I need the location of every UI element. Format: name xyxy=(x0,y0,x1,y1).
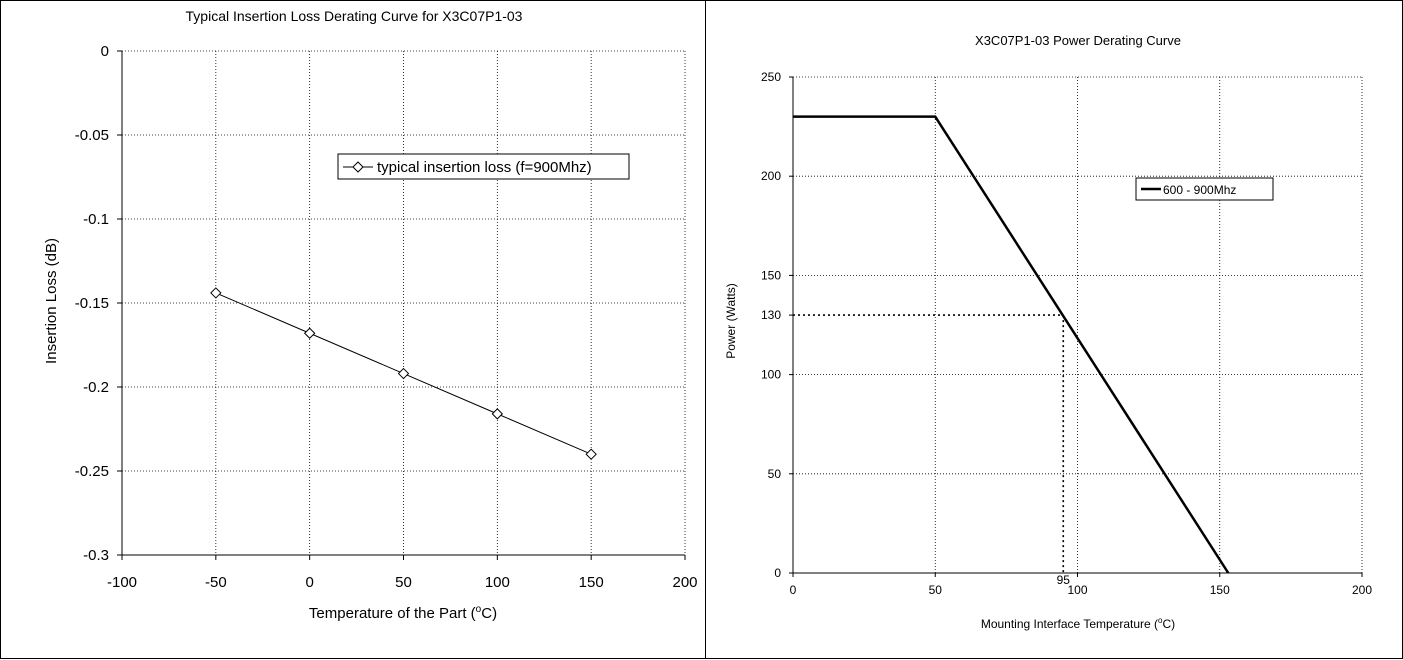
y-tick-label: 150 xyxy=(761,268,781,282)
x-marker-label: 95 xyxy=(1057,573,1071,587)
chart-title: Typical Insertion Loss Derating Curve fo… xyxy=(186,8,523,24)
y-tick-label: 130 xyxy=(761,308,781,322)
series-line xyxy=(793,115,1230,574)
x-tick-label: 0 xyxy=(305,574,313,591)
y-tick-label: 50 xyxy=(768,467,782,481)
chart-legend: typical insertion loss (f=900Mhz) xyxy=(337,153,630,180)
x-tick-label: 50 xyxy=(929,583,943,597)
data-point-marker xyxy=(210,287,222,299)
y-axis-label: Insertion Loss (dB) xyxy=(43,238,60,364)
legend-label: typical insertion loss (f=900Mhz) xyxy=(377,159,592,176)
y-tick-label: -0.1 xyxy=(83,211,109,228)
legend-label: 600 - 900Mhz xyxy=(1163,183,1236,197)
y-tick-label: -0.05 xyxy=(75,127,109,144)
x-axis-label: Temperature of the Part (oC) xyxy=(309,604,497,622)
data-point-marker xyxy=(585,448,597,460)
power-derating-chart: X3C07P1-03 Power Derating Curve 0 50 100 15… xyxy=(724,33,1372,631)
y-tick-label: 100 xyxy=(761,368,781,382)
x-tick-label: 100 xyxy=(485,574,510,591)
x-tick-label: 200 xyxy=(672,574,697,591)
insertion-loss-chart: Typical Insertion Loss Derating Curve fo… xyxy=(43,8,698,622)
y-tick-label: -0.2 xyxy=(83,379,109,396)
x-tick-label: 150 xyxy=(1210,583,1230,597)
legend-diamond-icon xyxy=(352,161,364,173)
x-tick-label: 200 xyxy=(1352,583,1372,597)
y-tick-label: -0.15 xyxy=(75,295,109,312)
y-tick-label: 0 xyxy=(774,566,781,580)
data-point-marker xyxy=(491,408,504,420)
x-tick-label: -50 xyxy=(205,574,227,591)
legend-box xyxy=(1135,177,1274,201)
data-point-marker xyxy=(397,367,410,380)
y-tick-label: -0.25 xyxy=(75,463,109,480)
x-tick-label: 0 xyxy=(790,583,797,597)
power-derating-panel: X3C07P1-03 Power Derating Curve 0 50 100 15… xyxy=(705,0,1403,659)
x-tick-label: -100 xyxy=(107,574,137,591)
y-tick-label: 0 xyxy=(101,43,109,60)
insertion-loss-panel: Typical Insertion Loss Derating Curve fo… xyxy=(0,0,706,659)
data-point-marker xyxy=(303,327,316,339)
y-tick-label: 250 xyxy=(761,70,781,84)
y-axis-label: Power (Watts) xyxy=(724,283,738,359)
x-tick-label: 50 xyxy=(395,574,412,591)
x-tick-label: 150 xyxy=(579,574,604,591)
y-tick-label: 200 xyxy=(761,169,781,183)
y-tick-label: -0.3 xyxy=(83,547,109,564)
legend-box xyxy=(337,153,630,180)
chart-title: X3C07P1-03 Power Derating Curve xyxy=(975,33,1181,48)
chart-legend: 600 - 900Mhz xyxy=(1135,177,1274,201)
x-axis-label: Mounting Interface Temperature (oC) xyxy=(981,616,1175,631)
x-tick-label: 100 xyxy=(1067,583,1087,597)
